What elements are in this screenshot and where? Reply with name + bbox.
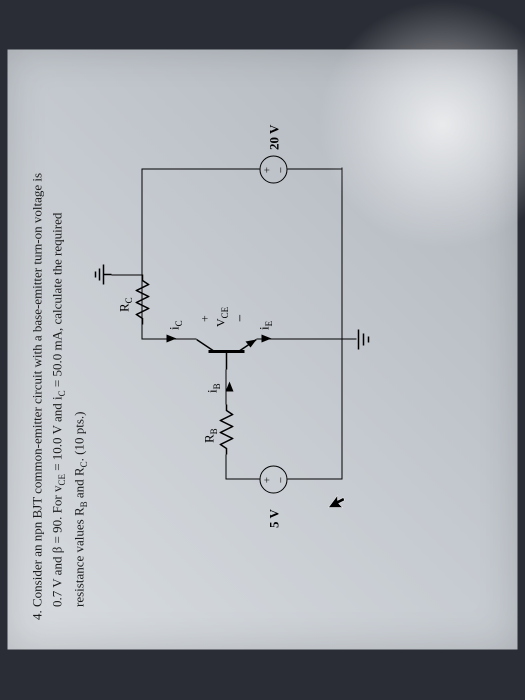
problem-line3a: resistance values R [71, 507, 86, 607]
ie-label: iE [256, 321, 274, 330]
problem-line3c: . (10 pts.) [71, 412, 86, 462]
paper-page: 4. Consider an npn BJT common-emitter ci… [8, 50, 518, 650]
wire-top-right [141, 170, 143, 275]
wire-left-down [225, 479, 259, 481]
wire-right-down [141, 169, 259, 171]
voltage-source-5v: + − [259, 466, 287, 494]
v20-minus: − [275, 167, 287, 173]
wire-bottom [341, 168, 343, 480]
problem-line3b: and R [71, 467, 86, 501]
ic-sub: C [57, 390, 67, 396]
wire-to-ground-bottom [341, 339, 356, 341]
rb-label: RB [201, 428, 219, 443]
vce-label: VCE [213, 307, 229, 327]
problem-statement: 4. Consider an npn BJT common-emitter ci… [28, 80, 92, 620]
v5-plus: + [261, 477, 273, 483]
resistor-rb [219, 405, 233, 455]
circuit-diagram: RC iC [111, 80, 391, 480]
ground-top-icon [93, 263, 111, 287]
cursor-icon [326, 494, 351, 510]
problem-line2b: = 10.0 V and i [49, 396, 64, 474]
ic-arrow-icon [166, 334, 185, 344]
rc-label: RC [116, 297, 134, 312]
ground-bottom-icon [356, 328, 372, 352]
problem-line2c: = 50.0 mA, calculate the required [49, 213, 64, 391]
rb-sub-text: B [79, 501, 89, 507]
resistor-rc [135, 275, 149, 325]
v20-label: 20 V [266, 125, 282, 150]
wire-20v-down [287, 169, 341, 171]
rc-sub-text: C [79, 461, 89, 467]
wire-rb-left [225, 455, 227, 480]
ib-arrow-icon [221, 378, 239, 392]
vce-minus: − [233, 314, 249, 322]
v5-minus: − [275, 477, 287, 483]
problem-number: 4. [30, 610, 45, 620]
ie-arrow-icon [261, 334, 280, 344]
ic-label: iC [166, 320, 184, 330]
v5-label: 5 V [266, 509, 282, 528]
problem-line1: Consider an npn BJT common-emitter circu… [30, 173, 45, 607]
problem-line2a: 0.7 V and β = 90. For v [49, 486, 64, 607]
wire-5v-down [287, 479, 341, 481]
v20-plus: + [261, 167, 273, 173]
vce-plus: + [197, 315, 212, 322]
npn-transistor-icon [196, 320, 261, 370]
voltage-source-20v: + − [259, 156, 287, 184]
ib-label: iB [204, 383, 222, 393]
vce-sub: CE [57, 474, 67, 486]
